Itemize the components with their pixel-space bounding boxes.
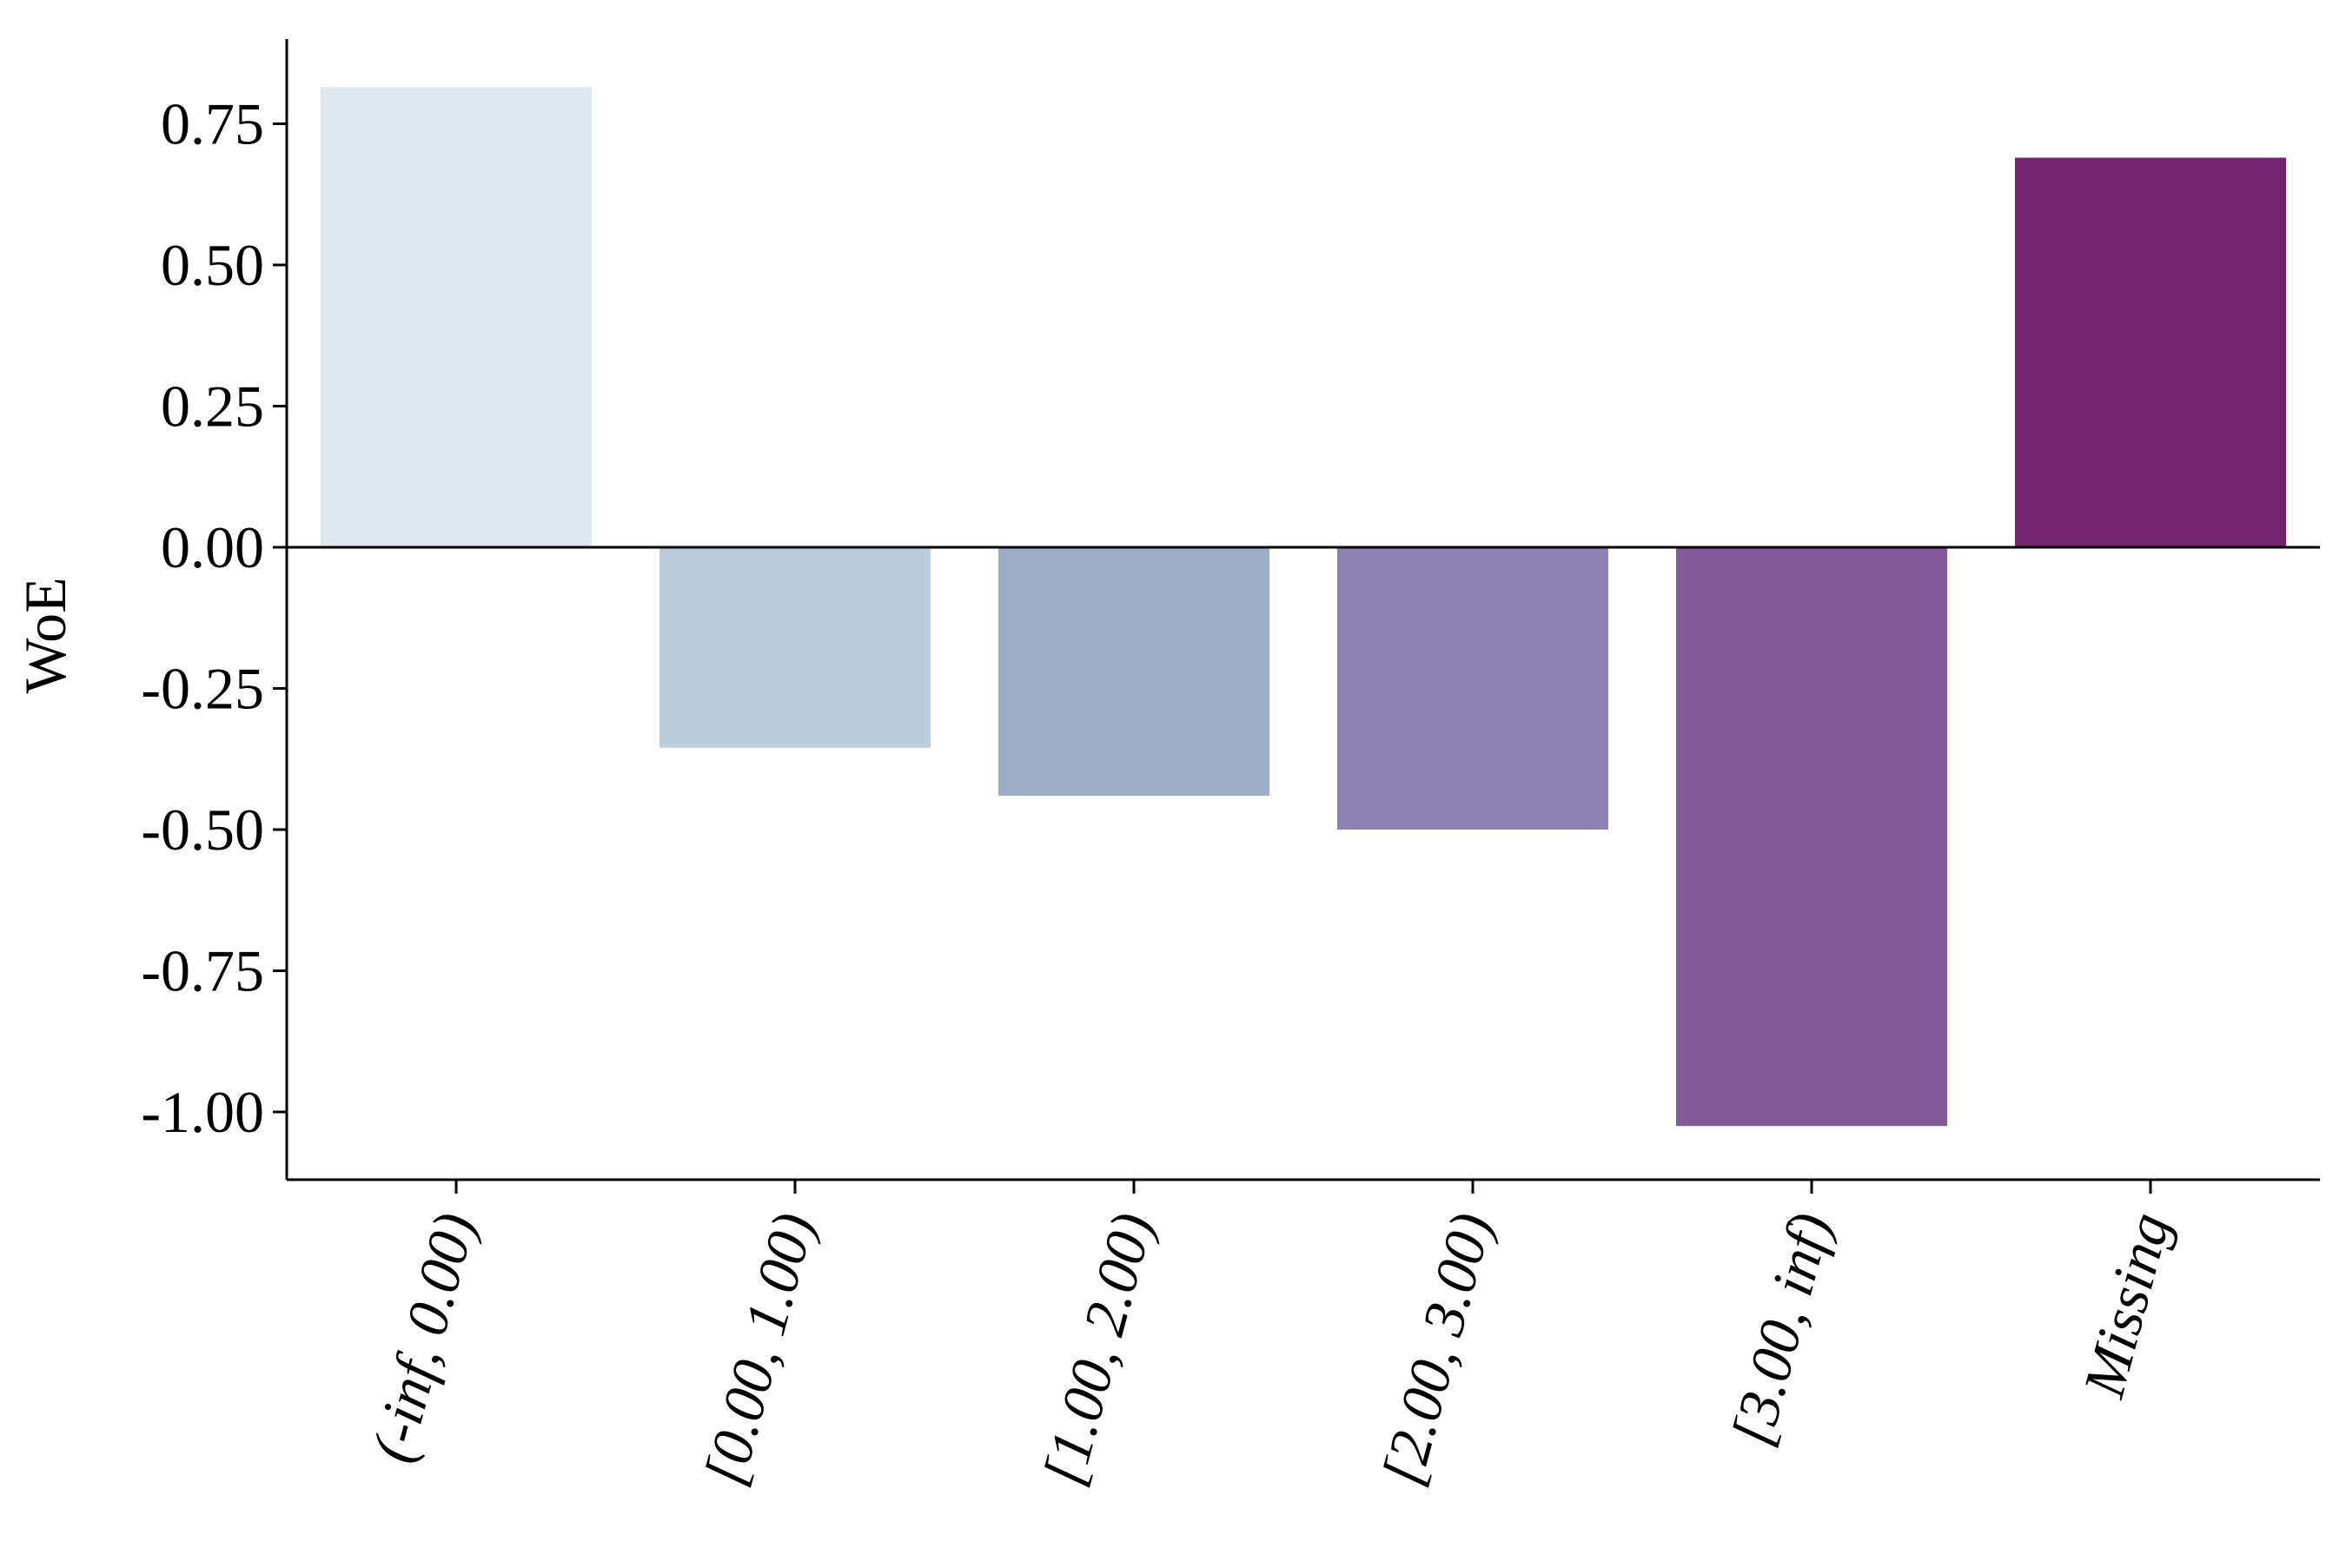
y-tick-label: -0.75 bbox=[141, 938, 264, 1004]
y-axis-ticks: 0.75 0.50 0.25 0.00 -0.25 -0.50 -0.75 -1.00 bbox=[141, 91, 287, 1145]
bar-2 bbox=[659, 547, 931, 748]
x-tick-label: [2.00, 3.00) bbox=[1368, 1206, 1505, 1492]
y-tick-label: 0.75 bbox=[161, 91, 264, 157]
x-tick-label: [0.00, 1.00) bbox=[691, 1206, 827, 1492]
x-tick-label: [3.00, inf) bbox=[1718, 1206, 1843, 1452]
bar-6 bbox=[2015, 157, 2286, 547]
y-tick-label: 0.25 bbox=[161, 374, 264, 440]
x-tick-label: [1.00, 2.00) bbox=[1030, 1206, 1166, 1492]
y-tick-label: 0.50 bbox=[161, 232, 264, 298]
y-tick-label: 0.00 bbox=[161, 514, 264, 580]
bar-4 bbox=[1337, 547, 1608, 830]
x-axis-ticks: (-inf, 0.00) [0.00, 1.00) [1.00, 2.00) [2.0… bbox=[359, 1180, 2183, 1492]
y-tick-label: -1.00 bbox=[141, 1079, 264, 1145]
y-tick-label: -0.25 bbox=[141, 656, 264, 722]
y-axis-title: WoE bbox=[12, 577, 78, 693]
x-tick-label: Missing bbox=[2070, 1206, 2182, 1405]
bars-layer bbox=[321, 87, 2286, 1127]
bar-5 bbox=[1676, 547, 1947, 1127]
x-tick-label: (-inf, 0.00) bbox=[359, 1206, 488, 1468]
y-tick-label: -0.50 bbox=[141, 797, 264, 863]
bar-1 bbox=[321, 87, 592, 547]
bar-3 bbox=[998, 547, 1269, 796]
